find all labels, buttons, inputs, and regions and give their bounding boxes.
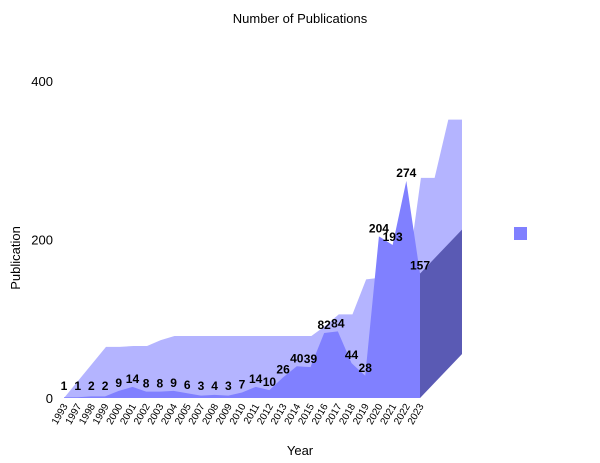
legend [514,227,527,240]
data-label: 28 [359,361,373,375]
y-tick-label: 0 [46,391,53,406]
area-back [64,119,462,399]
data-label: 8 [157,377,164,391]
data-label: 14 [249,372,263,386]
area-series [64,180,420,398]
data-label: 9 [170,376,177,390]
data-label: 7 [239,377,246,391]
data-label: 2 [88,379,95,393]
area-back-layer [64,119,462,399]
data-label: 1 [61,379,68,393]
data-label: 6 [184,378,191,392]
data-label: 9 [115,376,122,390]
data-label: 8 [143,377,150,391]
data-label: 2 [102,379,109,393]
data-label: 1 [74,379,81,393]
data-label: 3 [198,379,205,393]
y-tick-label: 400 [31,74,53,89]
y-ticks: 0 200 400 [31,74,53,406]
data-label: 14 [126,372,140,386]
data-label: 4 [211,379,218,393]
data-label: 204 [369,221,389,235]
data-label: 39 [304,352,318,366]
data-label: 10 [263,375,277,389]
area-side-face [420,229,462,398]
x-ticks: 1993199719981999200020012002200320042005… [50,402,427,427]
data-label: 84 [331,316,345,330]
y-tick-label: 200 [31,233,53,248]
data-label: 26 [276,362,290,376]
area-front-layer [64,180,462,398]
chart-title: Number of Publications [233,11,368,26]
data-label: 82 [317,318,331,332]
data-label: 44 [345,348,359,362]
y-axis-label: Publication [8,226,23,290]
data-label: 193 [383,230,403,244]
data-label: 40 [290,351,304,365]
data-label: 3 [225,379,232,393]
data-label: 157 [410,259,430,273]
x-axis-label: Year [287,443,314,458]
legend-swatch [514,227,527,240]
data-label: 274 [396,166,416,180]
